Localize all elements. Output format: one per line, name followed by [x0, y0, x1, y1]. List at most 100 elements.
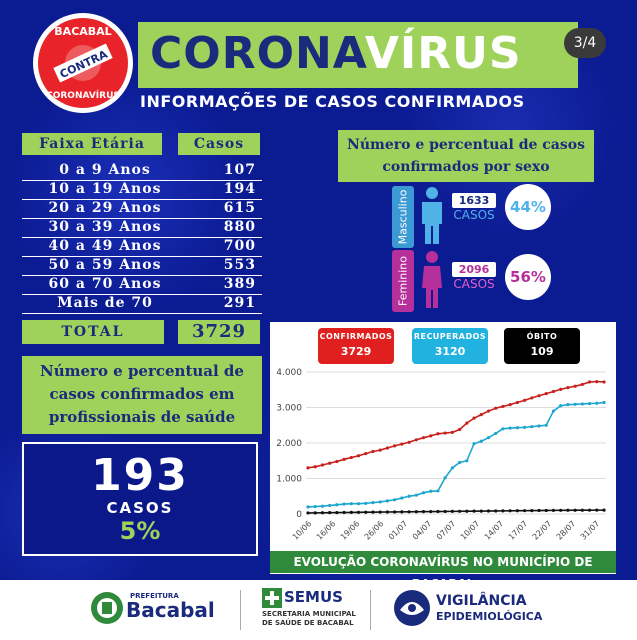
- series-point: [385, 510, 390, 514]
- series-point: [486, 509, 491, 513]
- series-point: [342, 502, 346, 506]
- x-tick-label: 26/06: [363, 519, 386, 542]
- series-point: [587, 380, 592, 384]
- series-point: [559, 404, 563, 408]
- legend-confirmed-value: 3729: [340, 345, 372, 358]
- series-point: [537, 508, 541, 513]
- series-point: [385, 446, 390, 450]
- series-point: [320, 463, 325, 467]
- age-range-label: 60 a 70 Anos: [48, 276, 162, 292]
- series-point: [595, 508, 599, 512]
- age-row: 60 a 70 Anos 389: [22, 276, 262, 295]
- age-row: 50 a 59 Anos 553: [22, 257, 262, 276]
- series-point: [479, 509, 483, 513]
- male-count: 1633: [452, 193, 496, 208]
- x-tick-label: 28/07: [555, 519, 578, 542]
- series-point: [537, 394, 541, 398]
- series-point: [573, 402, 577, 406]
- logo-line3: CORONAVÍRUS: [46, 89, 120, 101]
- series-point: [328, 461, 332, 465]
- footer-separator-1: [240, 590, 241, 630]
- x-tick-label: 19/06: [339, 519, 362, 542]
- series-point: [501, 509, 505, 513]
- age-range-cases: 291: [223, 295, 256, 311]
- female-person-icon: [422, 251, 442, 308]
- age-range-label: 20 a 29 Anos: [48, 200, 162, 216]
- series-point: [378, 510, 382, 514]
- pref-small-label: PREFEITURA: [130, 592, 179, 600]
- series-point: [436, 489, 440, 493]
- legend-deaths-name: ÓBITO: [526, 332, 558, 341]
- series-point: [429, 434, 433, 438]
- y-tick-label: 4.000: [276, 368, 302, 378]
- series-point: [522, 398, 527, 402]
- series-point: [342, 457, 346, 461]
- series-point: [349, 510, 353, 515]
- age-row: 0 a 9 Anos 107: [22, 162, 262, 181]
- series-point: [522, 509, 527, 513]
- female-tab: Feminino: [392, 250, 414, 312]
- series-point: [501, 404, 505, 409]
- series-point: [486, 436, 491, 440]
- series-point: [378, 448, 382, 452]
- series-point: [328, 503, 332, 508]
- series-point: [566, 508, 570, 512]
- age-row: 40 a 49 Anos 700: [22, 238, 262, 257]
- series-point: [414, 493, 418, 497]
- series-point: [458, 427, 462, 432]
- series-point: [508, 403, 512, 407]
- age-range-label: 10 a 19 Anos: [48, 181, 162, 197]
- health-professionals-count: 193: [91, 450, 189, 501]
- series-point: [429, 489, 433, 493]
- series-point: [458, 460, 462, 465]
- chart-title: EVOLUÇÃO CORONAVÍRUS NO MUNICÍPIO DE BAC…: [270, 551, 616, 591]
- series-point: [544, 423, 548, 427]
- series-point: [407, 440, 411, 444]
- series-point: [313, 465, 317, 469]
- series-point: [544, 508, 548, 513]
- series-point: [364, 452, 368, 456]
- age-row: 10 a 19 Anos 194: [22, 181, 262, 200]
- evolution-chart: CONFIRMADOS 3729 RECUPERADOS 3120 ÓBITO …: [270, 322, 616, 574]
- age-range-cases: 553: [223, 257, 256, 273]
- x-tick-label: 07/07: [435, 519, 458, 542]
- series-point: [472, 442, 476, 446]
- series-point: [450, 509, 454, 513]
- series-point: [479, 413, 483, 417]
- series-point: [580, 508, 584, 512]
- series-point: [587, 508, 592, 512]
- vigilancia-line2: EPIDEMIOLÓGICA: [436, 610, 543, 623]
- series-point: [335, 503, 339, 507]
- series-point: [393, 510, 397, 514]
- series-point: [385, 499, 390, 503]
- series-point: [414, 510, 418, 514]
- series-point: [458, 509, 462, 513]
- age-col-header: Faixa Etária: [22, 133, 162, 155]
- female-count-label: CASOS: [453, 277, 495, 291]
- series-point: [530, 425, 534, 429]
- series-point: [450, 430, 454, 434]
- age-range-cases: 880: [223, 219, 256, 235]
- series-point: [551, 409, 556, 413]
- age-range-cases: 194: [223, 181, 256, 197]
- semus-name: SEMUS: [284, 588, 343, 606]
- series-point: [371, 449, 375, 454]
- series-point: [306, 511, 310, 515]
- series-point: [320, 504, 325, 508]
- age-range-cases: 389: [223, 276, 256, 292]
- x-tick-label: 04/07: [411, 519, 434, 542]
- series-point: [356, 510, 361, 514]
- x-tick-label: 16/06: [315, 519, 338, 542]
- y-tick-label: 3.000: [276, 404, 302, 414]
- series-point: [472, 509, 476, 513]
- male-label: Masculino: [396, 189, 410, 245]
- chart-plot: 0 1.000 2.000 3.000 4.000 10/06 16/06 19/06 26/0…: [276, 368, 606, 542]
- series-point: [580, 402, 584, 406]
- series-point: [479, 439, 483, 443]
- series-point: [400, 496, 404, 500]
- male-tab: Masculino: [392, 186, 414, 248]
- series-line-1: [307, 401, 605, 508]
- legend-deaths-value: 109: [530, 345, 554, 358]
- series-point: [494, 406, 498, 410]
- series-point: [508, 426, 512, 430]
